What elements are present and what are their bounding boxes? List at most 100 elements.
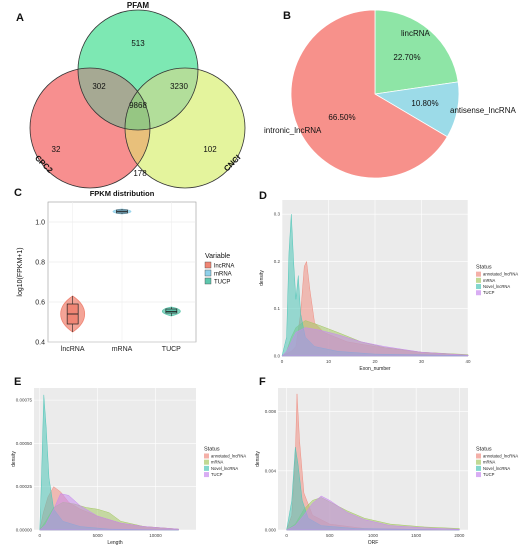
panel-e-xtick-label: 5000	[93, 533, 104, 538]
panel-d-ylabel: density	[259, 270, 265, 286]
violin-ytick-label: 0.4	[35, 340, 45, 347]
venn-circle-cpc2-outline	[29, 67, 151, 189]
pie-value-antisense: 10.80%	[411, 99, 438, 108]
violin-ylabel: log10(FPKM+1)	[17, 247, 24, 296]
panel-f-legend-swatch-TUCP	[476, 472, 481, 478]
venn-count-pfam-cnci: 3230	[170, 82, 188, 91]
panel-f-xtick-label: 2000	[454, 533, 465, 538]
violin-title: FPKM distribution	[90, 189, 155, 198]
panel-d-ytick-label: 0.1	[274, 306, 281, 311]
panel-f-xtick-label: 1500	[411, 533, 422, 538]
panel-d-xtick-label: 0	[281, 359, 284, 364]
panel-e-legend-swatch-annotated_lncRNA	[204, 453, 209, 459]
pie-value-intronic: 66.50%	[328, 113, 355, 122]
pie-label-lincrna: lincRNA	[401, 29, 431, 38]
violin-legend-label-mRNA: mRNA	[214, 272, 232, 278]
panel-letter-b: B	[283, 10, 291, 22]
panel-d-series-TUCP	[281, 327, 469, 357]
panel-letter-d: D	[259, 190, 267, 202]
panel-e-legend-swatch-mRNA	[204, 459, 209, 465]
panel-d-legend-label-mRNA: mRNA	[483, 278, 496, 283]
panel-e-ytick-label: 0.00075	[16, 398, 33, 403]
panel-letter-a: A	[16, 12, 24, 24]
panel-d-xtick-label: 20	[372, 359, 378, 364]
violin-ytick-label: 0.6	[35, 300, 45, 307]
violin-ytick-label: 0.8	[35, 260, 45, 267]
panel-f-ytick-label: 0.008	[265, 409, 277, 414]
panel-f-density-chart: 0 500 1000 1500 2000 0.000 0.004 0.008 ORF densit…	[255, 388, 518, 546]
panel-d-legend-swatch-TUCP	[476, 290, 481, 296]
panel-f-legend-swatch-annotated_lncRNA	[476, 453, 481, 459]
venn-count-pfam-cpc2: 302	[92, 82, 106, 91]
panel-f-legend-label-TUCP: TUCP	[483, 472, 495, 477]
panel-d-legend-label-annotated_lncRNA: annotated_lncRNA	[483, 272, 518, 277]
pie-value-lincrna: 22.70%	[393, 53, 420, 62]
panel-f-xtick-label: 0	[285, 533, 288, 538]
venn-circle-cnci-outline	[124, 67, 246, 189]
venn-label-pfam: PFAM	[127, 1, 150, 10]
panel-f-legend-label-annotated_lncRNA: annotated_lncRNA	[483, 453, 518, 458]
pie-label-intronic: intronic_lncRNA	[264, 126, 322, 135]
panel-d-legend-label-Novel_lncRNA: Novel_lncRNA	[483, 284, 510, 289]
violin-ytick-label: 1.0	[35, 220, 45, 227]
panel-e-density-chart: 0 5000 10000 0.00000 0.00025 0.00050 0.00075 Le…	[11, 388, 246, 546]
panel-e-legend-label-mRNA: mRNA	[211, 460, 224, 465]
panel-f-series-TUCP	[286, 495, 460, 531]
panel-d-ytick-label: 0.0	[274, 354, 281, 359]
panel-e-xtick-label: 10000	[149, 533, 162, 538]
panel-d-legend-swatch-mRNA	[476, 277, 481, 283]
pie-label-antisense: antisense_lncRNA	[450, 106, 516, 115]
violin-legend-swatch-TUCP	[204, 277, 212, 285]
panel-d-legend-swatch-annotated_lncRNA	[476, 271, 481, 277]
panel-d-density-chart: 0 10 20 30 40 0.0 0.1 0.2 0.3 Exon_number density S…	[259, 200, 518, 372]
panel-f-legend-swatch-Novel_lncRNA	[476, 465, 481, 471]
panel-e-legend-title: Status	[204, 446, 220, 452]
panel-f-legend-swatch-mRNA	[476, 459, 481, 465]
violin-legend-label-lncRNA: lncRNA	[214, 264, 234, 270]
pie-chart: lincRNA 22.70% antisense_lncRNA 10.80% intro…	[264, 9, 516, 179]
panel-d-xlabel: Exon_number	[359, 366, 390, 372]
violin-legend-swatch-lncRNA	[204, 261, 212, 269]
panel-d-xtick-label: 30	[419, 359, 425, 364]
panel-f-xtick-label: 500	[326, 533, 334, 538]
panel-f-legend-label-Novel_lncRNA: Novel_lncRNA	[483, 466, 510, 471]
panel-letter-e: E	[14, 376, 22, 388]
violin-legend-label-TUCP: TUCP	[214, 280, 230, 286]
pie-slice-intronic_lncRNA	[290, 9, 448, 179]
panel-e-xlabel: Length	[107, 540, 123, 546]
venn-count-cpc2-only: 32	[52, 145, 61, 154]
panel-letter-f: F	[259, 376, 266, 388]
panel-e-legend-label-Novel_lncRNA: Novel_lncRNA	[211, 466, 238, 471]
violin-chart: 0.4 0.6 0.8 1.0 lncRNA mRNA TUCP FPKM distribut…	[17, 189, 234, 353]
panel-f-ytick-label: 0.000	[265, 528, 277, 533]
panel-d-legend-title: Status	[476, 265, 492, 271]
panel-e-ytick-label: 0.00025	[16, 484, 33, 489]
venn-count-cnci-only: 102	[203, 145, 217, 154]
violin-xtick-label: lncRNA	[61, 346, 85, 353]
panel-d-xtick-label: 40	[465, 359, 471, 364]
panel-e-xtick-label: 0	[39, 533, 42, 538]
panel-e-legend-label-annotated_lncRNA: annotated_lncRNA	[211, 453, 246, 458]
venn-count-cpc2-cnci: 178	[133, 169, 147, 178]
panel-d-legend-label-TUCP: TUCP	[483, 290, 495, 295]
panel-d-legend-swatch-Novel_lncRNA	[476, 284, 481, 290]
panel-e-legend-swatch-Novel_lncRNA	[204, 465, 209, 471]
pie-slice-lincRNA	[374, 9, 459, 95]
panel-e-legend-label-TUCP: TUCP	[211, 472, 223, 477]
panel-e-ylabel: density	[11, 451, 17, 467]
panel-d-ytick-label: 0.3	[274, 212, 281, 217]
panel-f-ytick-label: 0.004	[265, 468, 277, 473]
panel-letter-c: C	[14, 187, 22, 199]
panel-f-legend-title: Status	[476, 446, 492, 452]
violin-xtick-label: mRNA	[112, 346, 133, 353]
panel-f-legend-label-mRNA: mRNA	[483, 460, 496, 465]
violin-legend-swatch-mRNA	[204, 269, 212, 277]
venn-count-pfam-only: 513	[131, 39, 145, 48]
venn-circle-pfam-outline	[77, 9, 199, 131]
panel-e-series-TUCP	[39, 493, 179, 531]
panel-f-xlabel: ORF	[368, 540, 379, 546]
panel-e-ytick-label: 0.00050	[16, 441, 33, 446]
panel-e-ytick-label: 0.00000	[16, 528, 33, 533]
